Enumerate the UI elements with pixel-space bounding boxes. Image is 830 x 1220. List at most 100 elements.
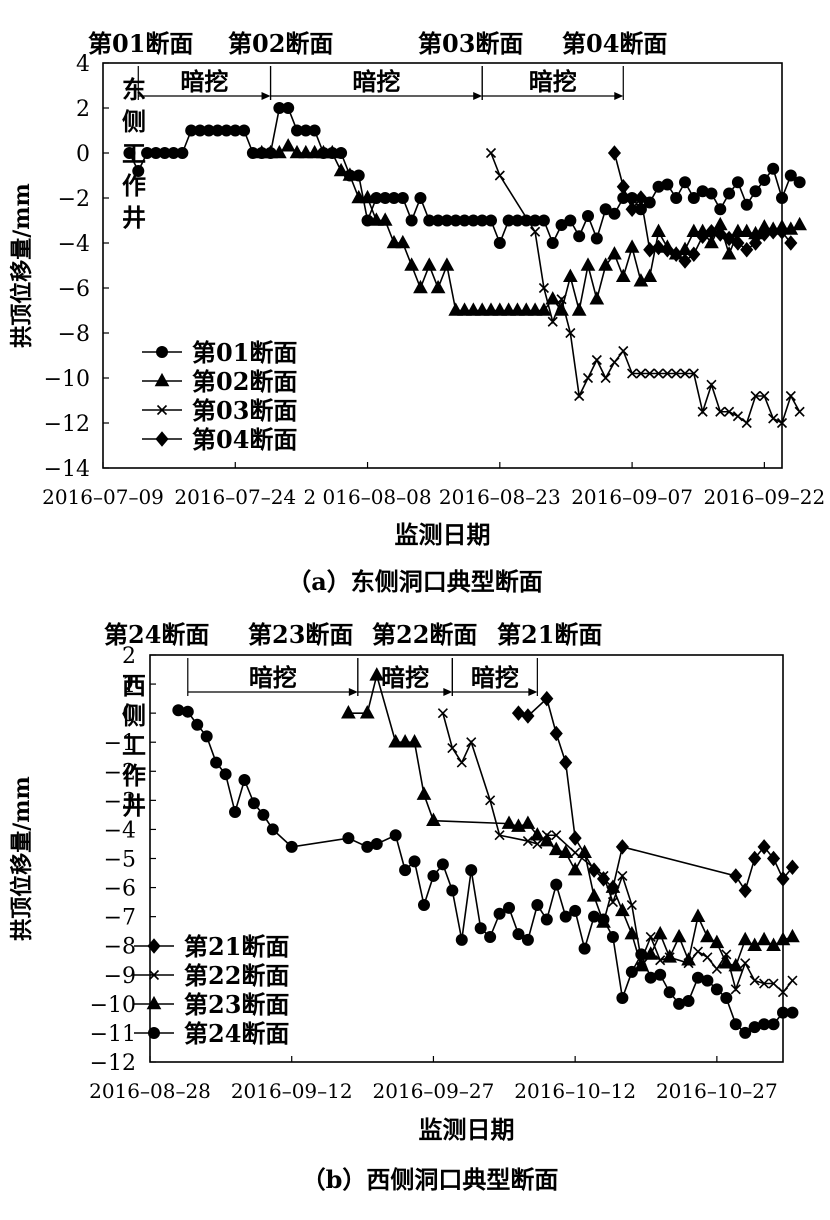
data-point (739, 223, 755, 238)
data-point (706, 379, 717, 390)
y-tick-label: 0 (122, 702, 136, 727)
y-axis-label: 拱顶位移量/mm (9, 183, 35, 348)
data-point (663, 986, 676, 999)
data-point (785, 928, 800, 943)
data-point (417, 899, 430, 912)
series-第21断面 (511, 690, 799, 899)
data-point (210, 756, 223, 769)
data-point (181, 705, 194, 718)
section-top-label: 第03断面 (418, 29, 523, 58)
data-point (254, 144, 270, 159)
data-point (670, 192, 683, 205)
y-tick-label: −14 (44, 457, 90, 482)
data-point (597, 913, 610, 926)
data-point (493, 237, 506, 250)
data-point (655, 955, 666, 966)
data-point (280, 138, 296, 152)
data-point (559, 754, 573, 771)
data-point (520, 815, 536, 829)
data-point (608, 207, 621, 220)
data-point (282, 102, 295, 115)
data-point (768, 413, 779, 424)
legend-marker (147, 938, 161, 954)
data-point (607, 145, 622, 161)
y-tick-label: −2 (104, 760, 136, 785)
data-point (298, 144, 314, 159)
data-point (748, 235, 763, 251)
series-第24断面 (172, 704, 799, 1039)
data-point (359, 704, 375, 719)
data-point (485, 147, 497, 159)
shaft-label-char: 作 (122, 171, 146, 200)
data-point (671, 928, 687, 943)
data-point (416, 786, 432, 800)
data-point (316, 144, 331, 159)
data-point (272, 144, 287, 159)
y-tick-label: −1 (104, 731, 136, 756)
chart-panel-a: 4 2 0 −2 −4 −6 −8 −10 −12 −14 2016–07–09 2016–07–24… (9, 29, 825, 596)
y-tick-label: −2 (58, 187, 90, 212)
data-point (191, 718, 204, 731)
y-tick-label: −4 (104, 818, 136, 843)
data-point (643, 196, 656, 209)
data-point (466, 302, 481, 316)
data-point (625, 965, 638, 978)
data-point (396, 192, 409, 205)
data-point (538, 282, 549, 294)
legend-marker (154, 372, 170, 387)
data-point (616, 992, 629, 1005)
data-point (729, 1018, 742, 1031)
data-point (731, 176, 744, 189)
x-axis-label: 监测日期 (395, 520, 491, 549)
data-point (369, 212, 384, 226)
data-point (569, 904, 582, 917)
data-point (484, 930, 497, 943)
data-point (600, 372, 611, 384)
excavation-label: 暗挖 (471, 663, 519, 692)
data-point (511, 705, 526, 721)
data-point (580, 257, 596, 271)
shaft-label-char: 工 (122, 731, 146, 760)
data-point (474, 922, 487, 935)
shaft-label-char: 侧 (122, 107, 146, 136)
data-point (351, 189, 367, 204)
x-tick-label: 2 016–08–08 (303, 485, 431, 509)
data-point (740, 198, 753, 211)
data-point (439, 257, 455, 271)
excavation-label: 暗挖 (180, 67, 228, 96)
legend-entry: 第02断面 (142, 367, 297, 396)
data-point (527, 302, 543, 316)
data-point (565, 327, 576, 339)
data-point (430, 279, 446, 294)
data-point (558, 844, 574, 858)
y-tick-label: −4 (58, 232, 90, 257)
data-point (568, 830, 582, 846)
arrow-head-icon (614, 92, 624, 100)
data-point (578, 942, 591, 955)
data-point (448, 302, 464, 316)
arrow-head-icon (443, 688, 453, 696)
section-top-label: 第02断面 (228, 29, 333, 58)
data-point (465, 864, 478, 877)
legend-label: 第23断面 (184, 990, 289, 1019)
data-point (492, 302, 508, 316)
data-point (624, 239, 640, 253)
data-point (635, 368, 646, 379)
data-point (741, 417, 752, 429)
x-tick-label: 2016–09–27 (373, 1079, 495, 1103)
excavation-span: 暗挖 (451, 658, 538, 696)
data-point (723, 187, 736, 200)
data-point (176, 147, 189, 160)
data-point (775, 224, 789, 240)
data-point (397, 734, 413, 748)
y-tick-label: −8 (58, 322, 90, 347)
y-tick-label: 0 (76, 142, 90, 167)
data-point (466, 737, 477, 748)
data-point (787, 975, 798, 986)
legend-label: 第24断面 (184, 1019, 289, 1048)
data-point (679, 368, 691, 379)
section-top-label: 第23断面 (248, 620, 353, 649)
y-tick-label: −6 (58, 277, 90, 302)
data-point (564, 214, 577, 227)
data-point (626, 899, 637, 911)
